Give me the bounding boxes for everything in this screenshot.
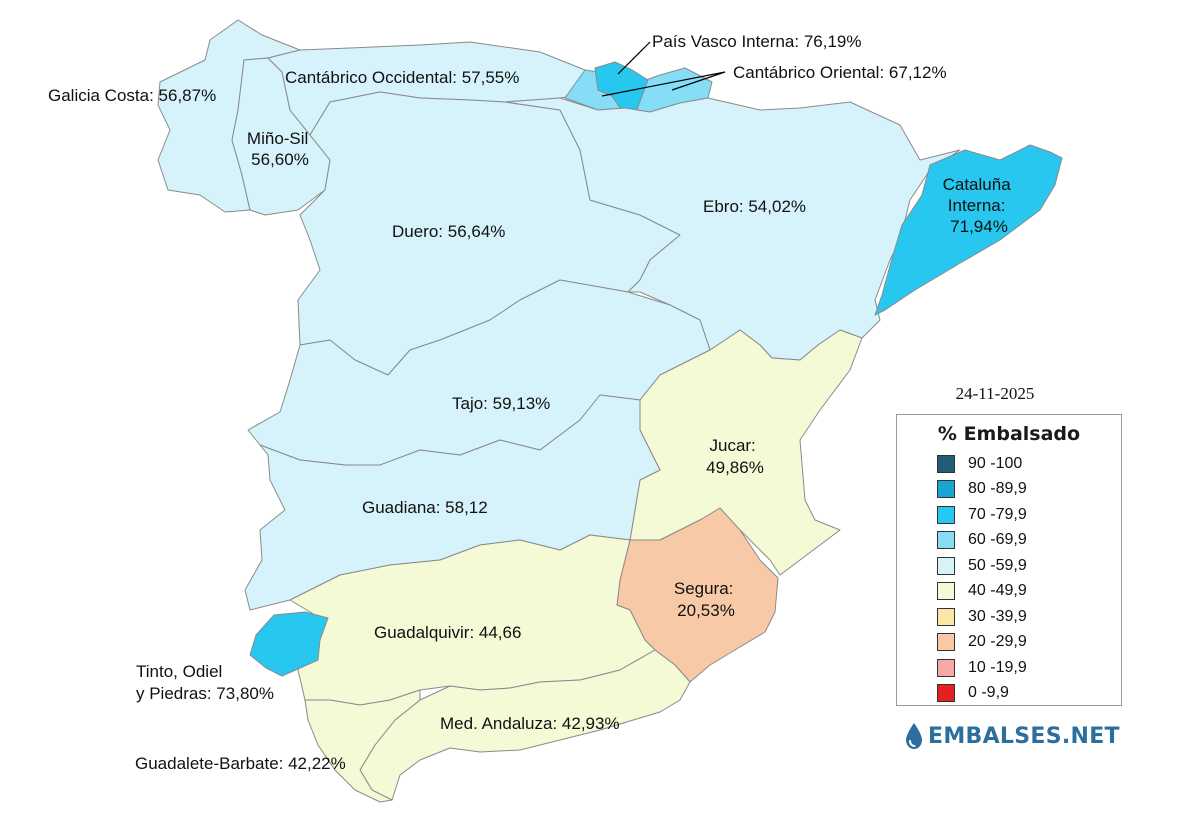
legend-item: 60 -69,9 [897, 528, 1121, 554]
legend-label: 40 -49,9 [968, 582, 1027, 600]
legend-label: 90 -100 [968, 454, 1023, 472]
brand-text: EMBALSES.NET [928, 723, 1120, 749]
legend-swatch [937, 531, 955, 550]
legend-label: 70 -79,9 [968, 505, 1027, 523]
legend-label: 30 -39,9 [968, 607, 1027, 625]
legend-item: 90 -100 [897, 451, 1121, 477]
legend-swatch [937, 454, 955, 473]
legend-swatch [937, 633, 955, 652]
pais-vasco-leader [617, 41, 651, 75]
map-date: 24-11-2025 [955, 384, 1035, 403]
legend-swatch [937, 607, 955, 626]
legend-swatch [937, 505, 955, 524]
label-duero: Duero: 56,64% [392, 222, 505, 241]
legend-item: 50 -59,9 [897, 553, 1121, 579]
water-drop-icon [906, 723, 922, 749]
label-cataluna-interna: Cataluña Interna: 71,94% [943, 175, 1016, 236]
cantabrico-oriental-leader-2 [671, 71, 726, 91]
basin-guadalete-barbate[interactable] [304, 689, 421, 803]
label-ebro: Ebro: 54,02% [703, 197, 806, 216]
label-segura-line-1: Segura: [674, 579, 734, 598]
legend: % Embalsado 90 -100 80 -89,9 70 -79,9 60… [896, 414, 1122, 706]
basin-tinto-odiel-piedras[interactable] [249, 611, 329, 677]
label-mino-sil-line-2: 56,60% [251, 150, 309, 169]
label-jucar-line-1: Jucar: [709, 436, 755, 455]
legend-item: 30 -39,9 [897, 604, 1121, 630]
label-cataluna-interna-line-2: Interna: [948, 196, 1006, 215]
label-mino-sil: Miño-Sil 56,60% [247, 129, 313, 169]
label-guadiana: Guadiana: 58,12 [362, 498, 488, 517]
label-tinto-line-2: y Piedras: 73,80% [136, 684, 274, 703]
legend-swatch [937, 480, 955, 499]
legend-title: % Embalsado [937, 423, 1081, 445]
legend-label: 0 -9,9 [968, 684, 1009, 702]
label-segura: Segura: 20,53% [674, 579, 738, 620]
label-galicia-costa: Galicia Costa: 56,87% [48, 86, 216, 105]
legend-label: 10 -19,9 [968, 658, 1027, 676]
legend-item: 70 -79,9 [897, 502, 1121, 528]
legend-swatch [937, 658, 955, 677]
legend-label: 50 -59,9 [968, 556, 1027, 574]
basin-med-andaluza[interactable] [359, 649, 691, 801]
label-segura-line-2: 20,53% [677, 601, 735, 620]
label-jucar: Jucar: 49,86% [706, 436, 764, 477]
basin-cataluna-interna[interactable] [874, 144, 1063, 316]
legend-item: 20 -29,9 [897, 630, 1121, 656]
label-cantabrico-occidental: Cantábrico Occidental: 57,55% [285, 68, 519, 87]
legend-swatch [937, 684, 955, 703]
label-cantabrico-oriental: Cantábrico Oriental: 67,12% [733, 63, 947, 82]
label-med-andaluza: Med. Andaluza: 42,93% [440, 714, 620, 733]
label-tajo: Tajo: 59,13% [452, 394, 550, 413]
legend-item: 80 -89,9 [897, 477, 1121, 503]
label-mino-sil-line-1: Miño-Sil [247, 129, 308, 148]
legend-swatch [937, 582, 955, 601]
label-jucar-line-2: 49,86% [706, 458, 764, 477]
brand-logo[interactable]: EMBALSES.NET [904, 722, 1120, 750]
legend-item: 10 -19,9 [897, 655, 1121, 681]
cantabrico-oriental-leader-1 [601, 71, 726, 97]
label-tinto-line-1: Tinto, Odiel [136, 662, 222, 681]
label-guadalete-barbate: Guadalete-Barbate: 42,22% [135, 754, 346, 773]
legend-item: 0 -9,9 [897, 681, 1121, 707]
legend-label: 20 -29,9 [968, 633, 1027, 651]
label-pais-vasco-interna: País Vasco Interna: 76,19% [652, 32, 861, 51]
legend-swatch [937, 556, 955, 575]
legend-item: 40 -49,9 [897, 579, 1121, 605]
label-tinto-odiel-piedras: Tinto, Odiel y Piedras: 73,80% [136, 662, 274, 703]
label-guadalquivir: Guadalquivir: 44,66 [374, 623, 521, 642]
label-cataluna-interna-line-3: 71,94% [950, 217, 1008, 236]
legend-label: 60 -69,9 [968, 531, 1027, 549]
label-cataluna-interna-line-1: Cataluña [943, 175, 1012, 194]
legend-label: 80 -89,9 [968, 480, 1027, 498]
